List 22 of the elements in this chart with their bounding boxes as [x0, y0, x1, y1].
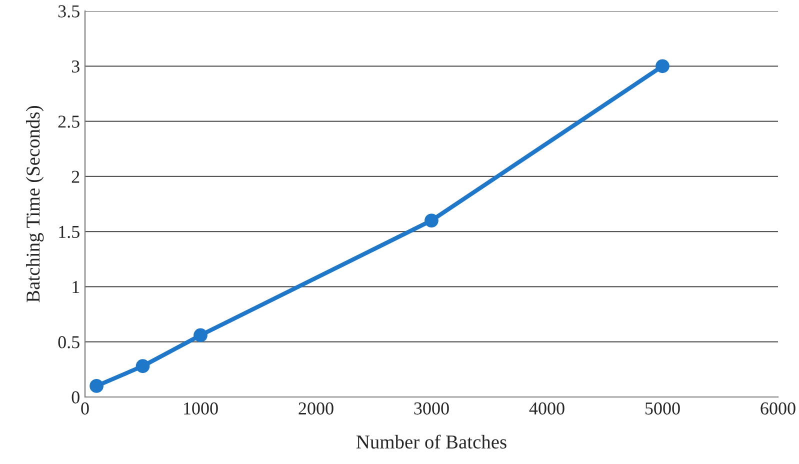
- x-tick-label: 2000: [298, 402, 334, 415]
- y-axis-title: Batching Time (Seconds): [26, 106, 44, 302]
- y-tick-label: 1: [72, 281, 80, 293]
- point: [90, 379, 104, 393]
- y-tick-label: 3.5: [58, 5, 80, 18]
- point: [194, 328, 208, 342]
- x-tick-label: 5000: [645, 402, 680, 415]
- x-tick-label: 6000: [760, 402, 796, 415]
- point: [136, 359, 150, 374]
- y-tick-label: 1.5: [59, 226, 80, 238]
- x-tick-label: 3000: [414, 402, 449, 415]
- y-tick-label: 0: [72, 391, 80, 404]
- x-tick-label: 1000: [184, 402, 218, 415]
- y-tick-label: 2: [72, 170, 80, 183]
- x-tick-label: 0: [81, 402, 89, 415]
- y-tick-label: 2.5: [58, 116, 80, 128]
- x-tick-label: 4000: [529, 402, 564, 415]
- x-axis-title: Number of Batches: [356, 434, 506, 449]
- y-tick-label: 3: [72, 60, 80, 73]
- point: [656, 59, 670, 74]
- y-tick-label: 0.5: [58, 336, 80, 348]
- point: [424, 214, 438, 228]
